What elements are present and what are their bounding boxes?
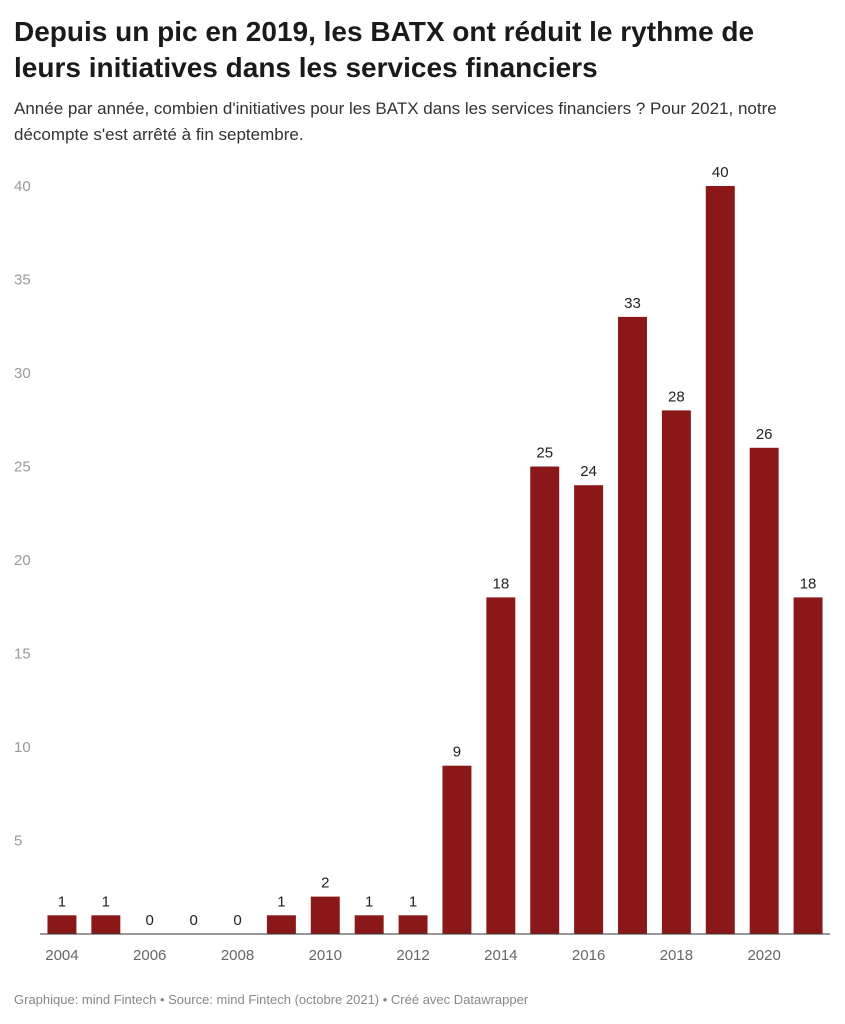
bar-2020 bbox=[749, 447, 779, 934]
bar-2005 bbox=[91, 915, 121, 934]
data-label-2010: 2 bbox=[321, 875, 329, 892]
bar-2019 bbox=[705, 186, 735, 934]
data-label-2015: 25 bbox=[536, 445, 553, 462]
bar-2018 bbox=[661, 410, 691, 934]
bar-2014 bbox=[486, 597, 516, 934]
x-tick-label-2004: 2004 bbox=[45, 947, 78, 964]
data-label-2012: 1 bbox=[409, 893, 417, 910]
x-tick-label-2014: 2014 bbox=[484, 947, 517, 964]
data-label-2011: 1 bbox=[365, 893, 373, 910]
data-label-2013: 9 bbox=[453, 744, 461, 761]
data-label-2005: 1 bbox=[102, 893, 110, 910]
y-tick-label-25: 25 bbox=[14, 459, 31, 476]
bar-2013 bbox=[442, 765, 472, 934]
bar-2009 bbox=[266, 915, 296, 934]
x-tick-label-2018: 2018 bbox=[660, 947, 693, 964]
x-tick-label-2016: 2016 bbox=[572, 947, 605, 964]
x-tick-label-2010: 2010 bbox=[309, 947, 342, 964]
data-label-2017: 33 bbox=[624, 295, 641, 312]
bar-2015 bbox=[530, 466, 560, 934]
data-label-2014: 18 bbox=[492, 575, 509, 592]
y-tick-label-15: 15 bbox=[14, 646, 31, 663]
x-tick-label-2008: 2008 bbox=[221, 947, 254, 964]
bar-2021 bbox=[793, 597, 823, 934]
x-tick-label-2012: 2012 bbox=[396, 947, 429, 964]
bar-2011 bbox=[354, 915, 384, 934]
bar-2017 bbox=[618, 316, 647, 934]
data-label-2016: 24 bbox=[580, 463, 597, 480]
y-tick-label-20: 20 bbox=[14, 552, 31, 569]
data-label-2008: 0 bbox=[233, 912, 241, 929]
y-tick-label-5: 5 bbox=[14, 833, 22, 850]
x-tick-label-2020: 2020 bbox=[747, 947, 780, 964]
chart-subtitle: Année par année, combien d'initiatives p… bbox=[14, 99, 777, 144]
bar-2004 bbox=[47, 915, 77, 934]
y-tick-label-10: 10 bbox=[14, 739, 31, 756]
x-tick-label-2006: 2006 bbox=[133, 947, 166, 964]
y-axis: 5 10 15 20 25 30 35 40 bbox=[14, 178, 31, 850]
data-label-2009: 1 bbox=[277, 893, 285, 910]
y-tick-label-35: 35 bbox=[14, 272, 31, 289]
bar-2016 bbox=[574, 485, 604, 934]
x-axis: 2004 2006 2008 2010 2012 2014 2016 2018 2020 bbox=[45, 947, 781, 964]
y-tick-label-40: 40 bbox=[14, 178, 31, 195]
bar-2010 bbox=[310, 896, 340, 934]
data-label-2021: 18 bbox=[800, 575, 817, 592]
data-label-2020: 26 bbox=[756, 426, 773, 443]
chart-footer: Graphique: mind Fintech • Source: mind F… bbox=[14, 992, 529, 1007]
bars-group bbox=[47, 186, 823, 934]
data-label-2019: 40 bbox=[712, 164, 729, 181]
data-label-2007: 0 bbox=[189, 912, 197, 929]
data-label-2018: 28 bbox=[668, 388, 685, 405]
data-labels-group: 1 1 0 0 0 1 2 1 1 9 18 25 24 33 28 40 26 18 bbox=[58, 164, 817, 929]
y-tick-label-30: 30 bbox=[14, 365, 31, 382]
bar-2012 bbox=[398, 915, 428, 934]
data-label-2006: 0 bbox=[146, 912, 154, 929]
data-label-2004: 1 bbox=[58, 893, 66, 910]
chart-title: Depuis un pic en 2019, les BATX ont rédu… bbox=[14, 16, 755, 83]
